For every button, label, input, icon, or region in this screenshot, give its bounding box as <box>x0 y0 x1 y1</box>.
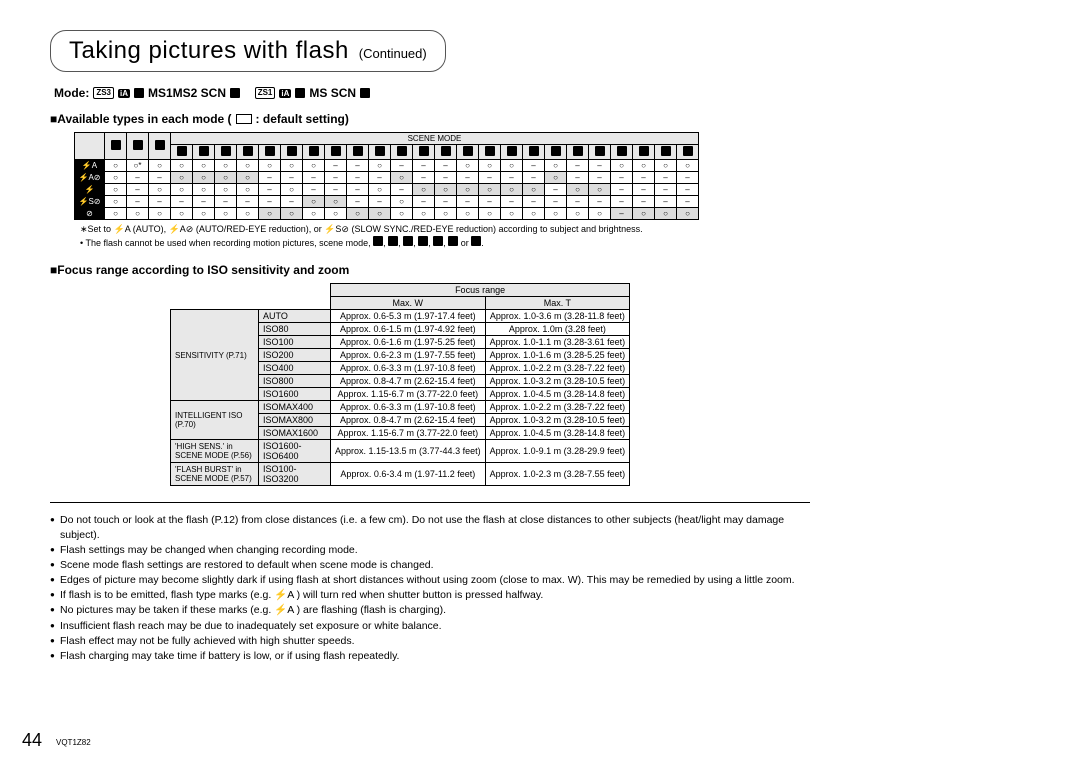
default-box-icon <box>236 114 252 124</box>
scene-icon <box>388 236 398 246</box>
bullet-item: Edges of picture may become slightly dar… <box>50 573 810 587</box>
bullet-item: Flash effect may not be fully achieved w… <box>50 634 810 648</box>
scene-icon <box>403 236 413 246</box>
doc-id: VQT1Z82 <box>56 738 91 747</box>
model-badge: ZS3 <box>93 87 114 99</box>
scene-icon <box>221 146 231 156</box>
note-line: ∗Set to ⚡A (AUTO), ⚡A⊘ (AUTO/RED-EYE red… <box>80 224 810 236</box>
bullet-item: Do not touch or look at the flash (P.12)… <box>50 513 810 541</box>
page-title: Taking pictures with flash <box>69 37 349 65</box>
bullet-item: If flash is to be emitted, flash type ma… <box>50 588 810 602</box>
mode-icon <box>133 140 143 150</box>
scene-icon <box>243 146 253 156</box>
scene-icon <box>353 146 363 156</box>
camera-icon <box>134 88 144 98</box>
sect1-text2: : default setting) <box>256 112 349 126</box>
sect1-text1: Available types in each mode ( <box>57 112 231 126</box>
scene-icon <box>309 146 319 156</box>
ia-icon: iA <box>279 89 291 98</box>
bullet-item: Flash settings may be changed when chang… <box>50 543 810 557</box>
bullet-item: Flash charging may take time if battery … <box>50 649 810 663</box>
scene-icon <box>639 146 649 156</box>
scene-icon <box>617 146 627 156</box>
focus-range-table: Focus rangeMax. WMax. TSENSITIVITY (P.71… <box>170 283 630 486</box>
scene-icon <box>683 146 693 156</box>
note-line: • The flash cannot be used when recordin… <box>80 236 810 250</box>
scene-icon <box>471 236 481 246</box>
ia-icon: iA <box>118 89 130 98</box>
scene-icon <box>199 146 209 156</box>
scene-icon <box>177 146 187 156</box>
scene-icon <box>507 146 517 156</box>
table1-notes: ∗Set to ⚡A (AUTO), ⚡A⊘ (AUTO/RED-EYE red… <box>80 224 810 249</box>
scene-icon <box>331 146 341 156</box>
mode-text1: MS1MS2 SCN <box>148 86 226 100</box>
mode-icon <box>111 140 121 150</box>
bullet-item: Scene mode flash settings are restored t… <box>50 558 810 572</box>
bullet-item: No pictures may be taken if these marks … <box>50 603 810 617</box>
availability-table: SCENE MODE⚡A○○*○○○○○○○○––○–––○○○–○––○○○○… <box>74 132 699 220</box>
clipboard-icon <box>360 88 370 98</box>
divider <box>50 502 810 503</box>
scene-icon <box>661 146 671 156</box>
continued-label: (Continued) <box>359 46 427 61</box>
clipboard-icon <box>230 88 240 98</box>
scene-icon <box>419 146 429 156</box>
mode-prefix: Mode: <box>54 86 89 100</box>
scene-icon <box>433 236 443 246</box>
section-head-focus: ■Focus range according to ISO sensitivit… <box>50 263 810 277</box>
scene-icon <box>551 146 561 156</box>
bullet-item: Insufficient flash reach may be due to i… <box>50 619 810 633</box>
scene-icon <box>287 146 297 156</box>
scene-icon <box>595 146 605 156</box>
section-head-types: ■Available types in each mode ( : defaul… <box>50 112 810 126</box>
scene-icon <box>397 146 407 156</box>
scene-icon <box>265 146 275 156</box>
mode-icon <box>155 140 165 150</box>
scene-icon <box>373 236 383 246</box>
bullet-list: Do not touch or look at the flash (P.12)… <box>50 513 810 663</box>
scene-icon <box>573 146 583 156</box>
scene-icon <box>463 146 473 156</box>
mode-text2: MS SCN <box>309 86 356 100</box>
scene-icon <box>529 146 539 156</box>
scene-icon <box>448 236 458 246</box>
scene-icon <box>441 146 451 156</box>
sect2-text: Focus range according to ISO sensitivity… <box>57 263 349 277</box>
camera-icon <box>295 88 305 98</box>
scene-icon <box>375 146 385 156</box>
scene-icon <box>485 146 495 156</box>
model-badge: ZS1 <box>255 87 276 99</box>
title-bar: Taking pictures with flash (Continued) <box>50 30 446 72</box>
scene-icon <box>418 236 428 246</box>
mode-line: Mode: ZS3 iA MS1MS2 SCN ZS1 iA MS SCN <box>54 86 810 100</box>
page-number: 44 <box>22 730 42 751</box>
